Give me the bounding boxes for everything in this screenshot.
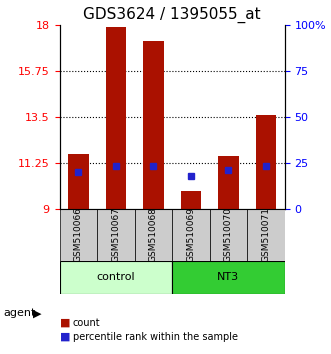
FancyBboxPatch shape — [60, 261, 172, 294]
Text: GSM510071: GSM510071 — [261, 207, 270, 262]
FancyBboxPatch shape — [97, 209, 135, 261]
FancyBboxPatch shape — [172, 261, 285, 294]
Text: ■: ■ — [60, 318, 70, 328]
FancyBboxPatch shape — [172, 209, 210, 261]
Bar — [181, 190, 201, 209]
FancyBboxPatch shape — [60, 209, 97, 261]
Text: GSM510068: GSM510068 — [149, 207, 158, 262]
Bar — [143, 41, 164, 209]
Text: ▶: ▶ — [33, 308, 42, 318]
Text: ■: ■ — [60, 332, 70, 342]
Bar — [68, 154, 89, 209]
Text: count: count — [73, 318, 100, 328]
FancyBboxPatch shape — [247, 209, 285, 261]
Text: GSM510069: GSM510069 — [186, 207, 195, 262]
Text: NT3: NT3 — [217, 272, 239, 282]
Text: percentile rank within the sample: percentile rank within the sample — [73, 332, 238, 342]
Text: control: control — [97, 272, 135, 282]
Bar — [218, 156, 239, 209]
Text: GSM510066: GSM510066 — [74, 207, 83, 262]
FancyBboxPatch shape — [135, 209, 172, 261]
Bar — [256, 115, 276, 209]
Text: agent: agent — [3, 308, 36, 318]
Bar — [106, 27, 126, 209]
Text: GSM510070: GSM510070 — [224, 207, 233, 262]
FancyBboxPatch shape — [210, 209, 247, 261]
Text: GSM510067: GSM510067 — [111, 207, 120, 262]
Title: GDS3624 / 1395055_at: GDS3624 / 1395055_at — [83, 7, 261, 23]
